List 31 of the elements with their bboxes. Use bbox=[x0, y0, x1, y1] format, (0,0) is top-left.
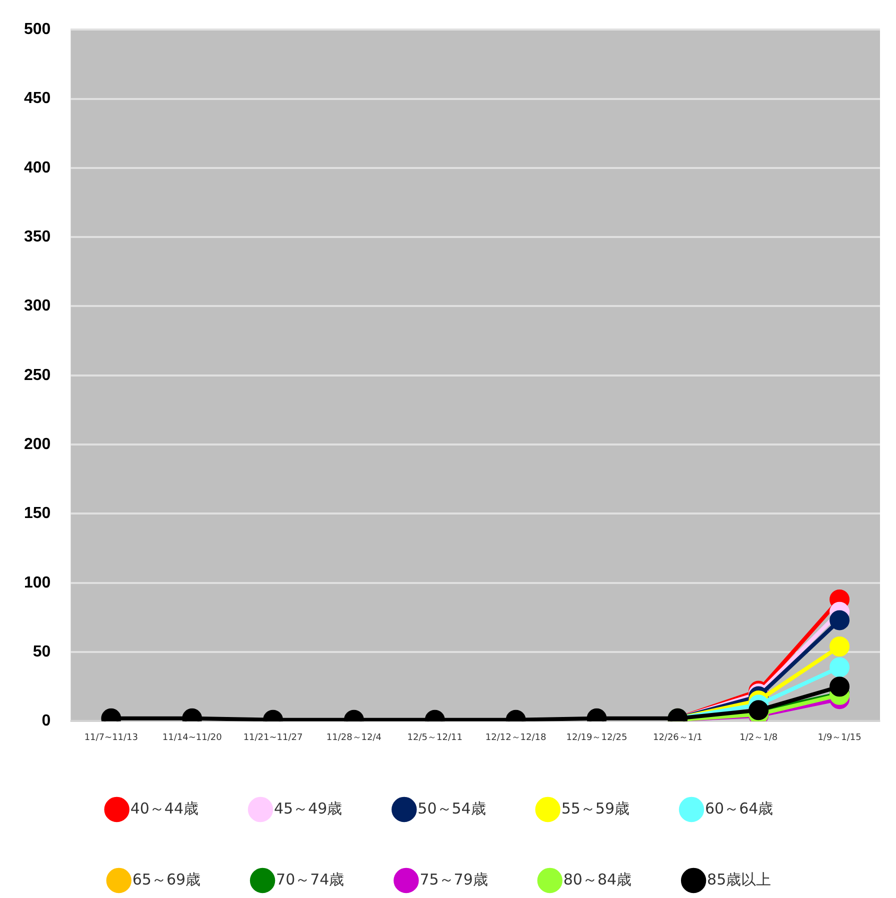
legend-label: 85歳以上 bbox=[707, 870, 772, 888]
y-tick-label: 150 bbox=[24, 505, 51, 522]
legend-label: 50～54歳 bbox=[418, 799, 486, 818]
y-tick-label: 100 bbox=[24, 574, 51, 592]
y-tick-label: 0 bbox=[42, 712, 51, 730]
x-tick-label: 12/26～1/1 bbox=[652, 732, 702, 743]
legend-label: 80～84歳 bbox=[563, 870, 632, 888]
y-tick-label: 300 bbox=[24, 298, 51, 315]
legend-label: 45～49歳 bbox=[274, 799, 342, 818]
legend-label: 40～44歳 bbox=[130, 799, 199, 818]
y-tick-label: 400 bbox=[24, 159, 51, 176]
y-tick-label: 350 bbox=[24, 228, 51, 246]
y-tick-label: 50 bbox=[32, 643, 51, 660]
legend-label: 75～79歳 bbox=[420, 870, 488, 888]
x-tick-label: 11/14~11/20 bbox=[162, 732, 222, 743]
x-tick-label: 1/2～1/8 bbox=[740, 732, 778, 743]
y-tick-label: 200 bbox=[24, 436, 51, 453]
x-tick-label: 12/5～12/11 bbox=[407, 732, 462, 743]
x-tick-label: 11/21~11/27 bbox=[243, 732, 303, 743]
legend-label: 55～59歳 bbox=[561, 799, 630, 818]
legend-label: 70～74歳 bbox=[276, 870, 344, 888]
x-tick-label: 1/9～1/15 bbox=[818, 732, 862, 743]
x-tick-label: 11/7~11/13 bbox=[84, 732, 138, 743]
y-tick-label: 500 bbox=[24, 21, 51, 38]
x-tick-label: 12/19～12/25 bbox=[566, 732, 628, 743]
x-tick-label: 12/12～12/18 bbox=[485, 732, 547, 743]
legend-label: 65～69歳 bbox=[132, 870, 201, 888]
y-tick-label: 250 bbox=[24, 366, 51, 384]
y-tick-label: 450 bbox=[24, 90, 51, 108]
x-tick-label: 11/28～12/4 bbox=[326, 732, 382, 743]
legend-label: 60～64歳 bbox=[705, 799, 774, 818]
